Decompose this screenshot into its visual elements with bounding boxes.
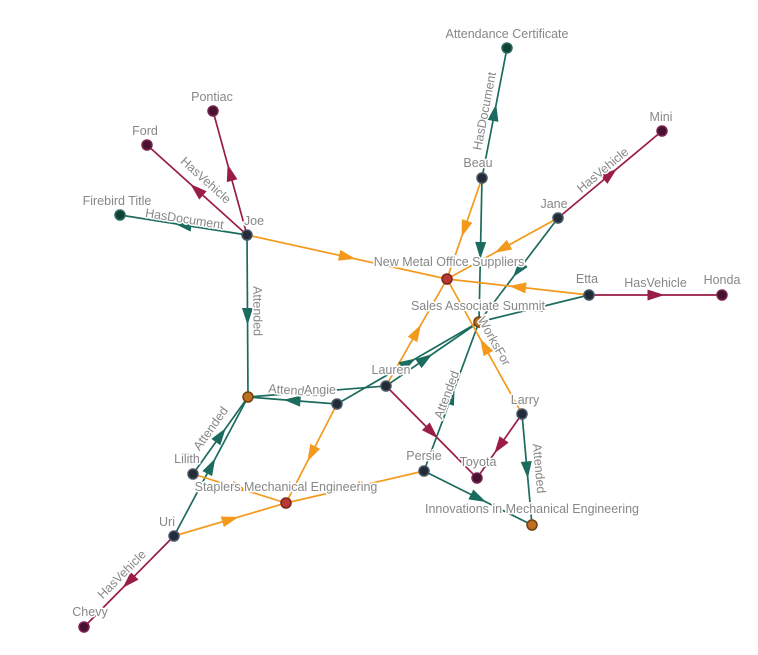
- edge-arrow-icon: [398, 358, 416, 372]
- edge-arrow-icon: [202, 458, 216, 477]
- edge-arrow-icon: [346, 479, 365, 491]
- graph-node-lilith[interactable]: [187, 468, 199, 480]
- node-label-lauren: Lauren: [372, 363, 411, 377]
- graph-node-beau[interactable]: [476, 172, 488, 184]
- node-label-etta: Etta: [576, 272, 598, 286]
- edge-label-attended: Attended: [268, 382, 319, 400]
- graph-node-summit[interactable]: [473, 316, 485, 328]
- edge-arrow-icon: [494, 239, 513, 253]
- edge-arrow-icon: [461, 219, 473, 238]
- edge-arrow-icon: [494, 436, 509, 454]
- edge-arrow-icon: [480, 338, 494, 357]
- edge-arrow-icon: [520, 461, 532, 479]
- edge-arrow-icon: [310, 387, 323, 395]
- node-label-beau: Beau: [463, 156, 492, 170]
- node-label-persie: Persie: [406, 449, 441, 463]
- graph-node-innovations[interactable]: [526, 519, 538, 531]
- node-label-honda: Honda: [704, 273, 741, 287]
- edge-arrow-icon: [475, 241, 487, 259]
- node-label-attendance_certificate: Attendance Certificate: [446, 27, 569, 41]
- graph-node-new_metal[interactable]: [441, 273, 453, 285]
- node-label-lilith: Lilith: [174, 452, 200, 466]
- edge-arrow-icon: [338, 249, 356, 261]
- node-label-summit: Sales Associate Summit: [411, 299, 546, 313]
- edge-arrow-icon: [241, 307, 253, 325]
- node-label-angie: Angie: [304, 383, 336, 397]
- edge-arrow-icon: [647, 289, 665, 301]
- graph-edge-lauren-summit: [385, 321, 480, 387]
- node-label-staplers: Staplers Mechanical Engineering: [195, 480, 378, 494]
- node-label-pontiac: Pontiac: [191, 90, 233, 104]
- node-label-jane: Jane: [540, 197, 567, 211]
- graph-node-ford[interactable]: [141, 139, 153, 151]
- edge-arrow-icon: [283, 395, 301, 407]
- node-label-chevy: Chevy: [72, 605, 108, 619]
- node-label-larry: Larry: [511, 393, 540, 407]
- graph-node-angie[interactable]: [331, 398, 343, 410]
- edge-arrow-icon: [122, 571, 139, 588]
- graph-node-staplers[interactable]: [280, 497, 292, 509]
- edge-arrow-icon: [226, 164, 238, 183]
- edge-arrow-icon: [220, 516, 239, 528]
- graph-node-jane[interactable]: [552, 212, 564, 224]
- edge-arrow-icon: [421, 422, 438, 439]
- edge-arrow-icon: [190, 183, 207, 200]
- node-label-toyota: Toyota: [460, 455, 497, 469]
- node-label-new_metal: New Metal Office Suppliers: [374, 255, 525, 269]
- graph-node-larry[interactable]: [516, 408, 528, 420]
- edge-label-hasvehicle: HasVehicle: [574, 145, 631, 196]
- edge-label-attended: Attended: [530, 443, 548, 494]
- graph-node-honda[interactable]: [716, 289, 728, 301]
- edge-arrow-icon: [230, 480, 249, 492]
- edge-arrow-icon: [600, 168, 617, 184]
- graph-node-persie[interactable]: [418, 465, 430, 477]
- edge-arrow-icon: [174, 220, 193, 232]
- graph-node-joe[interactable]: [241, 229, 253, 241]
- node-label-firebird_title: Firebird Title: [83, 194, 152, 208]
- graph-node-toyota[interactable]: [471, 472, 483, 484]
- graph-node-mini[interactable]: [656, 125, 668, 137]
- graph-node-event_b[interactable]: [242, 391, 254, 403]
- graph-node-firebird_title[interactable]: [114, 209, 126, 221]
- graph-node-lauren[interactable]: [380, 380, 392, 392]
- edge-arrow-icon: [468, 489, 487, 503]
- edge-arrow-icon: [415, 354, 433, 369]
- graph-node-etta[interactable]: [583, 289, 595, 301]
- edge-arrow-icon: [487, 104, 499, 122]
- edge-arrow-icon: [407, 324, 421, 343]
- node-label-mini: Mini: [650, 110, 673, 124]
- node-label-ford: Ford: [132, 124, 158, 138]
- edge-arrow-icon: [509, 282, 527, 294]
- graph-node-attendance_certificate[interactable]: [501, 42, 513, 54]
- graph-node-uri[interactable]: [168, 530, 180, 542]
- edge-label-attended: Attended: [432, 369, 463, 421]
- edge-arrow-icon: [307, 443, 321, 462]
- graph-node-chevy[interactable]: [78, 621, 90, 633]
- graph-node-pontiac[interactable]: [207, 105, 219, 117]
- edge-arrow-icon: [443, 388, 455, 406]
- edge-arrow-icon: [211, 428, 226, 446]
- node-label-uri: Uri: [159, 515, 175, 529]
- edge-arrow-icon: [525, 301, 544, 312]
- edge-label-attended: Attended: [250, 286, 264, 336]
- node-label-innovations: Innovations in Mechanical Engineering: [425, 502, 639, 516]
- edge-arrow-icon: [513, 260, 528, 278]
- node-label-joe: Joe: [244, 214, 264, 228]
- edge-label-hasvehicle: HasVehicle: [95, 547, 149, 601]
- edge-label-hasvehicle: HasVehicle: [624, 276, 687, 290]
